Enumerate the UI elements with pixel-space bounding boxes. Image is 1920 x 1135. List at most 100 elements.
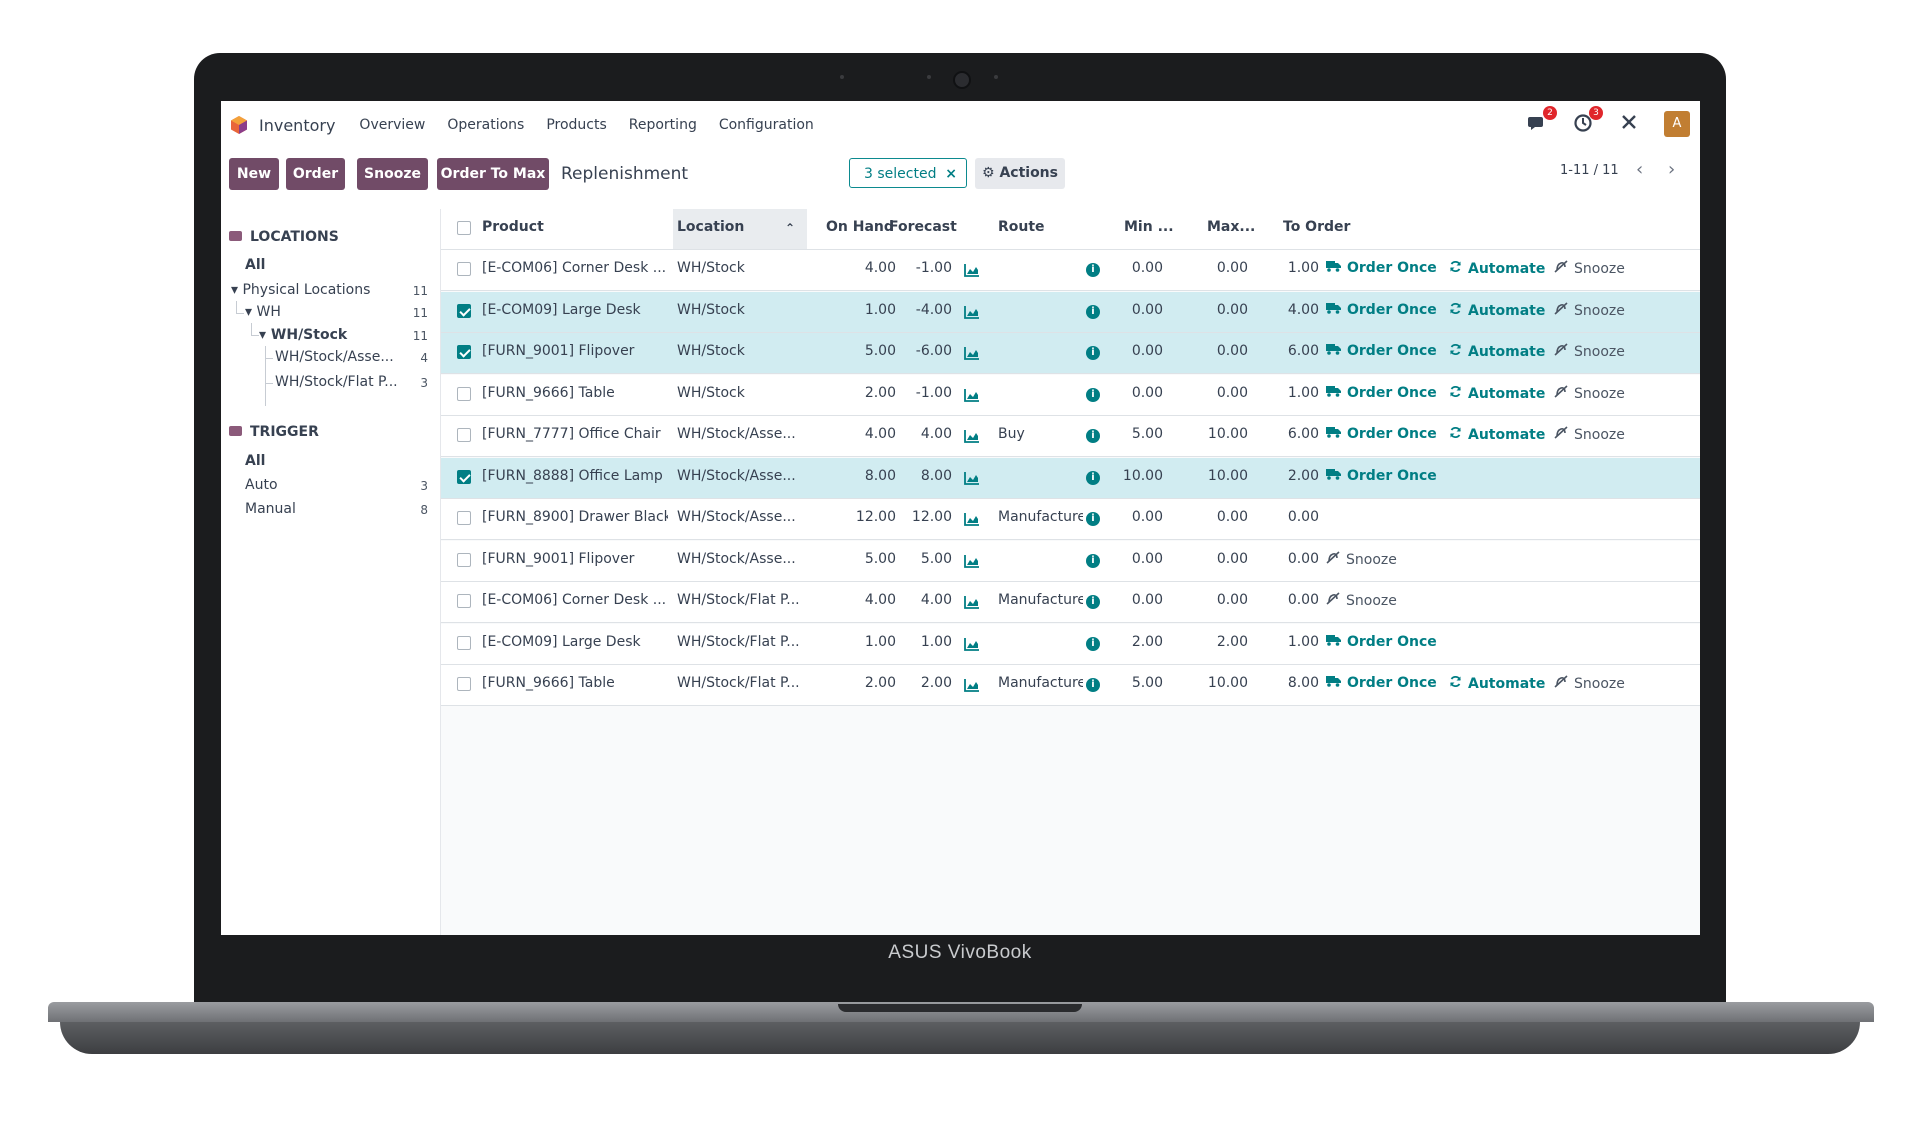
order-once-button[interactable]: Order Once: [1326, 385, 1437, 401]
info-icon[interactable]: i: [1086, 553, 1100, 568]
cell-min[interactable]: 0.00: [1131, 592, 1163, 608]
new-button[interactable]: New: [229, 158, 279, 190]
cell-min[interactable]: 0.00: [1131, 343, 1163, 359]
cell-max[interactable]: 0.00: [1216, 260, 1248, 276]
order-once-button[interactable]: Order Once: [1326, 675, 1437, 691]
column-max[interactable]: Max...: [1207, 219, 1256, 235]
snooze-button[interactable]: Snooze: [1554, 384, 1625, 402]
clear-selection-icon[interactable]: ×: [945, 166, 957, 182]
cell-min[interactable]: 5.00: [1131, 426, 1163, 442]
cell-location[interactable]: WH/Stock/Flat P...: [677, 592, 800, 608]
info-icon[interactable]: i: [1086, 595, 1100, 609]
cell-location[interactable]: WH/Stock/Flat P...: [677, 633, 800, 650]
automate-button[interactable]: Automate: [1449, 260, 1545, 277]
snooze-button[interactable]: Snooze: [1554, 301, 1625, 319]
snooze-button[interactable]: Snooze: [1554, 260, 1625, 277]
cell-to-order[interactable]: 4.00: [1287, 301, 1319, 318]
cell-min[interactable]: 5.00: [1131, 675, 1163, 691]
cell-location[interactable]: WH/Stock/Flat P...: [677, 675, 800, 691]
cell-to-order[interactable]: 6.00: [1287, 343, 1319, 359]
cell-product[interactable]: [FURN_9001] Flipover: [482, 343, 635, 359]
menu-configuration[interactable]: Configuration: [718, 117, 814, 133]
cell-max[interactable]: 2.00: [1216, 633, 1248, 650]
cell-to-order[interactable]: 1.00: [1287, 633, 1319, 650]
trigger-filter-auto[interactable]: Auto: [245, 477, 278, 493]
menu-overview[interactable]: Overview: [359, 117, 426, 133]
cell-route[interactable]: Buy: [998, 426, 1025, 442]
column-location[interactable]: Location: [677, 219, 745, 235]
cell-max[interactable]: 0.00: [1216, 301, 1248, 318]
cell-location[interactable]: WH/Stock: [677, 384, 745, 401]
table-row[interactable]: [FURN_7777] Office Chair WH/Stock/Asse...…: [441, 416, 1700, 457]
cell-max[interactable]: 0.00: [1216, 550, 1248, 567]
info-icon[interactable]: i: [1086, 346, 1100, 360]
order-once-button[interactable]: Order Once: [1326, 426, 1437, 442]
forecast-chart-icon[interactable]: [964, 263, 980, 277]
info-icon[interactable]: i: [1086, 470, 1100, 485]
cell-to-order[interactable]: 6.00: [1287, 426, 1319, 442]
trigger-filter-manual[interactable]: Manual: [245, 501, 296, 517]
cell-route[interactable]: Manufacture: [998, 675, 1083, 691]
trigger-filter-all[interactable]: All: [245, 453, 266, 469]
actions-dropdown-button[interactable]: ⚙ Actions: [975, 158, 1065, 189]
cell-location[interactable]: WH/Stock: [677, 301, 745, 318]
table-row[interactable]: [FURN_8888] Office Lamp WH/Stock/Asse... 8…: [441, 457, 1700, 499]
order-once-button[interactable]: Order Once: [1326, 302, 1437, 318]
cell-to-order[interactable]: 0.00: [1287, 509, 1319, 525]
order-once-button[interactable]: Order Once: [1326, 260, 1437, 276]
forecast-chart-icon[interactable]: [964, 346, 980, 360]
forecast-chart-icon[interactable]: [964, 554, 980, 568]
forecast-chart-icon[interactable]: [964, 471, 980, 485]
info-icon[interactable]: i: [1086, 636, 1100, 651]
activities-clock-icon[interactable]: 3: [1572, 106, 1603, 135]
cell-location[interactable]: WH/Stock: [677, 260, 745, 276]
automate-button[interactable]: Automate: [1449, 675, 1545, 692]
column-on-hand[interactable]: On Hand: [826, 219, 894, 235]
cell-product[interactable]: [FURN_7777] Office Chair: [482, 426, 661, 442]
automate-button[interactable]: Automate: [1449, 343, 1545, 360]
snooze-button[interactable]: Snooze: [357, 158, 428, 190]
cell-min[interactable]: 0.00: [1131, 509, 1163, 525]
cell-location[interactable]: WH/Stock/Asse...: [677, 467, 796, 484]
cell-product[interactable]: [FURN_8900] Drawer Black: [482, 509, 668, 525]
order-once-button[interactable]: Order Once: [1326, 634, 1437, 650]
menu-reporting[interactable]: Reporting: [628, 117, 697, 133]
cell-max[interactable]: 0.00: [1216, 343, 1248, 359]
table-row[interactable]: [FURN_8900] Drawer Black WH/Stock/Asse...…: [441, 499, 1700, 540]
row-checkbox[interactable]: [457, 386, 471, 401]
cell-max[interactable]: 0.00: [1216, 384, 1248, 401]
menu-products[interactable]: Products: [546, 117, 607, 133]
column-route[interactable]: Route: [998, 219, 1045, 235]
row-checkbox[interactable]: [457, 677, 471, 691]
cell-min[interactable]: 10.00: [1122, 467, 1163, 484]
cell-product[interactable]: [E-COM06] Corner Desk ...: [482, 260, 667, 276]
table-row[interactable]: [E-COM06] Corner Desk ... WH/Stock 4.00 -1.…: [441, 250, 1700, 291]
column-product[interactable]: Product: [482, 219, 544, 235]
app-name[interactable]: Inventory: [259, 115, 336, 135]
cell-to-order[interactable]: 2.00: [1287, 467, 1319, 484]
cell-to-order[interactable]: 8.00: [1287, 675, 1319, 691]
order-to-max-button[interactable]: Order To Max: [437, 158, 549, 190]
forecast-chart-icon[interactable]: [964, 429, 980, 443]
cell-product[interactable]: [E-COM09] Large Desk: [482, 633, 641, 650]
cell-location[interactable]: WH/Stock/Asse...: [677, 509, 796, 525]
info-icon[interactable]: i: [1086, 387, 1100, 402]
snooze-button[interactable]: Snooze: [1554, 426, 1625, 443]
snooze-button[interactable]: Snooze: [1326, 550, 1397, 568]
forecast-chart-icon[interactable]: [964, 512, 980, 526]
info-icon[interactable]: i: [1086, 678, 1100, 692]
snooze-button[interactable]: Snooze: [1554, 675, 1625, 692]
automate-button[interactable]: Automate: [1449, 426, 1545, 443]
row-checkbox[interactable]: [457, 552, 471, 567]
order-once-button[interactable]: Order Once: [1326, 343, 1437, 359]
automate-button[interactable]: Automate: [1449, 385, 1545, 402]
column-forecast[interactable]: Forecast: [889, 219, 957, 235]
row-checkbox[interactable]: [457, 262, 471, 276]
cell-location[interactable]: WH/Stock: [677, 343, 745, 359]
cell-max[interactable]: 10.00: [1207, 426, 1248, 442]
menu-operations[interactable]: Operations: [447, 117, 525, 133]
pager-value[interactable]: 1-11 / 11: [1560, 163, 1619, 178]
cell-to-order[interactable]: 0.00: [1287, 592, 1319, 608]
row-checkbox[interactable]: [457, 635, 471, 650]
cell-max[interactable]: 0.00: [1216, 592, 1248, 608]
